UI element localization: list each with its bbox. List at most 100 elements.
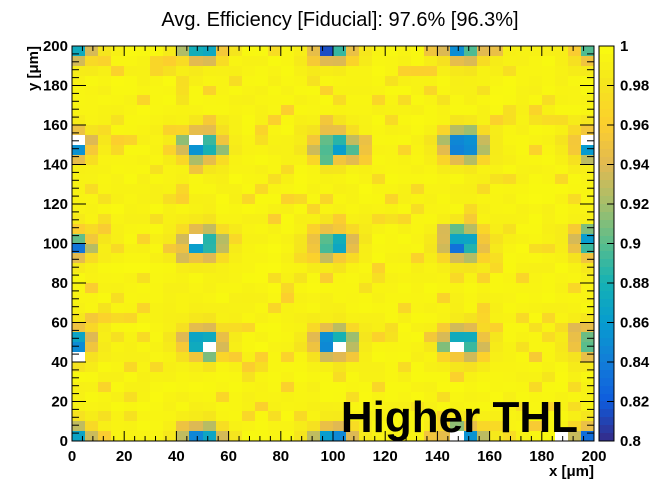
heatmap-cell	[385, 155, 398, 165]
heatmap-cell	[359, 273, 372, 283]
heatmap-cell	[229, 411, 242, 421]
color-scale-swatch	[599, 101, 614, 109]
heatmap-cell	[189, 135, 203, 145]
heatmap-cell	[176, 352, 189, 362]
heatmap-cell	[203, 283, 216, 293]
heatmap-cell	[503, 372, 516, 382]
heatmap-cell	[581, 234, 594, 244]
heatmap-cell	[281, 303, 294, 313]
heatmap-cell	[189, 76, 203, 86]
heatmap-cell	[333, 95, 346, 105]
heatmap-cell	[111, 293, 124, 303]
heatmap-cell	[229, 313, 242, 323]
heatmap-cell	[124, 283, 137, 293]
heatmap-cell	[346, 392, 359, 402]
heatmap-cell	[346, 283, 359, 293]
heatmap-cell	[568, 392, 581, 402]
heatmap-cell	[385, 362, 398, 372]
heatmap-cell	[581, 372, 594, 382]
heatmap-cell	[255, 283, 268, 293]
heatmap-cell	[398, 411, 411, 421]
heatmap-cell	[568, 145, 581, 155]
heatmap-cell	[176, 411, 189, 421]
heatmap-cell	[568, 323, 581, 332]
heatmap-cell	[581, 76, 594, 86]
heatmap-cell	[359, 431, 372, 441]
heatmap-cell	[542, 244, 555, 253]
heatmap-cell	[385, 56, 398, 66]
x-tick-label: 20	[116, 448, 133, 465]
heatmap-cell	[503, 263, 516, 273]
heatmap-cell	[320, 214, 333, 224]
heatmap-cell	[385, 273, 398, 283]
heatmap-cell	[268, 263, 281, 273]
heatmap-cell	[568, 303, 581, 313]
heatmap-cell	[477, 135, 490, 145]
heatmap-cell	[542, 165, 555, 174]
heatmap-cell	[385, 382, 398, 392]
heatmap-cell	[320, 174, 333, 184]
heatmap-cell	[229, 382, 242, 392]
heatmap-cell	[229, 362, 242, 372]
heatmap-cell	[372, 283, 385, 293]
heatmap-cell	[137, 224, 150, 234]
heatmap-cell	[320, 402, 333, 411]
heatmap-cell	[268, 224, 281, 234]
heatmap-cell	[529, 204, 542, 214]
color-scale-swatch	[599, 62, 614, 70]
heatmap-cell	[124, 165, 137, 174]
heatmap-cell	[307, 411, 320, 421]
heatmap-cell	[424, 402, 437, 411]
heatmap-cell	[450, 155, 464, 165]
heatmap-cell	[137, 125, 150, 135]
heatmap-cell	[398, 362, 411, 372]
heatmap-cell	[333, 362, 346, 372]
heatmap-cell	[203, 155, 216, 165]
color-scale-swatch	[599, 236, 614, 244]
heatmap-cell	[346, 56, 359, 66]
heatmap-cell	[385, 194, 398, 204]
heatmap-cell	[242, 273, 255, 283]
heatmap-cell	[346, 95, 359, 105]
heatmap-cell	[529, 115, 542, 125]
heatmap-cell	[555, 411, 568, 421]
heatmap-cell	[203, 323, 216, 332]
heatmap-cell	[450, 382, 464, 392]
heatmap-cell	[320, 382, 333, 392]
heatmap-cell	[464, 323, 477, 332]
heatmap-cell	[255, 313, 268, 323]
heatmap-cell	[203, 66, 216, 76]
heatmap-cell	[346, 105, 359, 115]
heatmap-cell	[437, 105, 450, 115]
color-scale-swatch	[599, 86, 614, 93]
color-scale-swatch	[599, 220, 614, 228]
heatmap-cell	[411, 105, 424, 115]
heatmap-cell	[72, 105, 85, 115]
color-scale-swatch	[599, 212, 614, 220]
heatmap-cell	[229, 125, 242, 135]
heatmap-cell	[555, 165, 568, 174]
heatmap-cell	[477, 263, 490, 273]
heatmap-cell	[568, 431, 581, 441]
heatmap-cell	[85, 204, 98, 214]
heatmap-cell	[294, 184, 307, 194]
heatmap-cell	[255, 95, 268, 105]
heatmap-cell	[503, 115, 516, 125]
heatmap-cell	[529, 165, 542, 174]
heatmap-cell	[98, 352, 111, 362]
heatmap-cell	[320, 273, 333, 283]
heatmap-cell	[581, 224, 594, 234]
heatmap-cell	[464, 273, 477, 283]
heatmap-cell	[516, 372, 529, 382]
heatmap-cell	[529, 382, 542, 392]
x-tick-label: 80	[272, 448, 289, 465]
heatmap-cell	[98, 303, 111, 313]
color-scale-swatch	[599, 46, 614, 54]
chart-title: Avg. Efficiency [Fiducial]: 97.6% [96.3%…	[161, 9, 518, 31]
heatmap-cell	[307, 332, 320, 342]
heatmap-cell	[516, 402, 529, 411]
heatmap-cell	[346, 204, 359, 214]
heatmap-cell	[437, 46, 450, 56]
heatmap-cell	[516, 194, 529, 204]
heatmap-cell	[72, 234, 85, 244]
